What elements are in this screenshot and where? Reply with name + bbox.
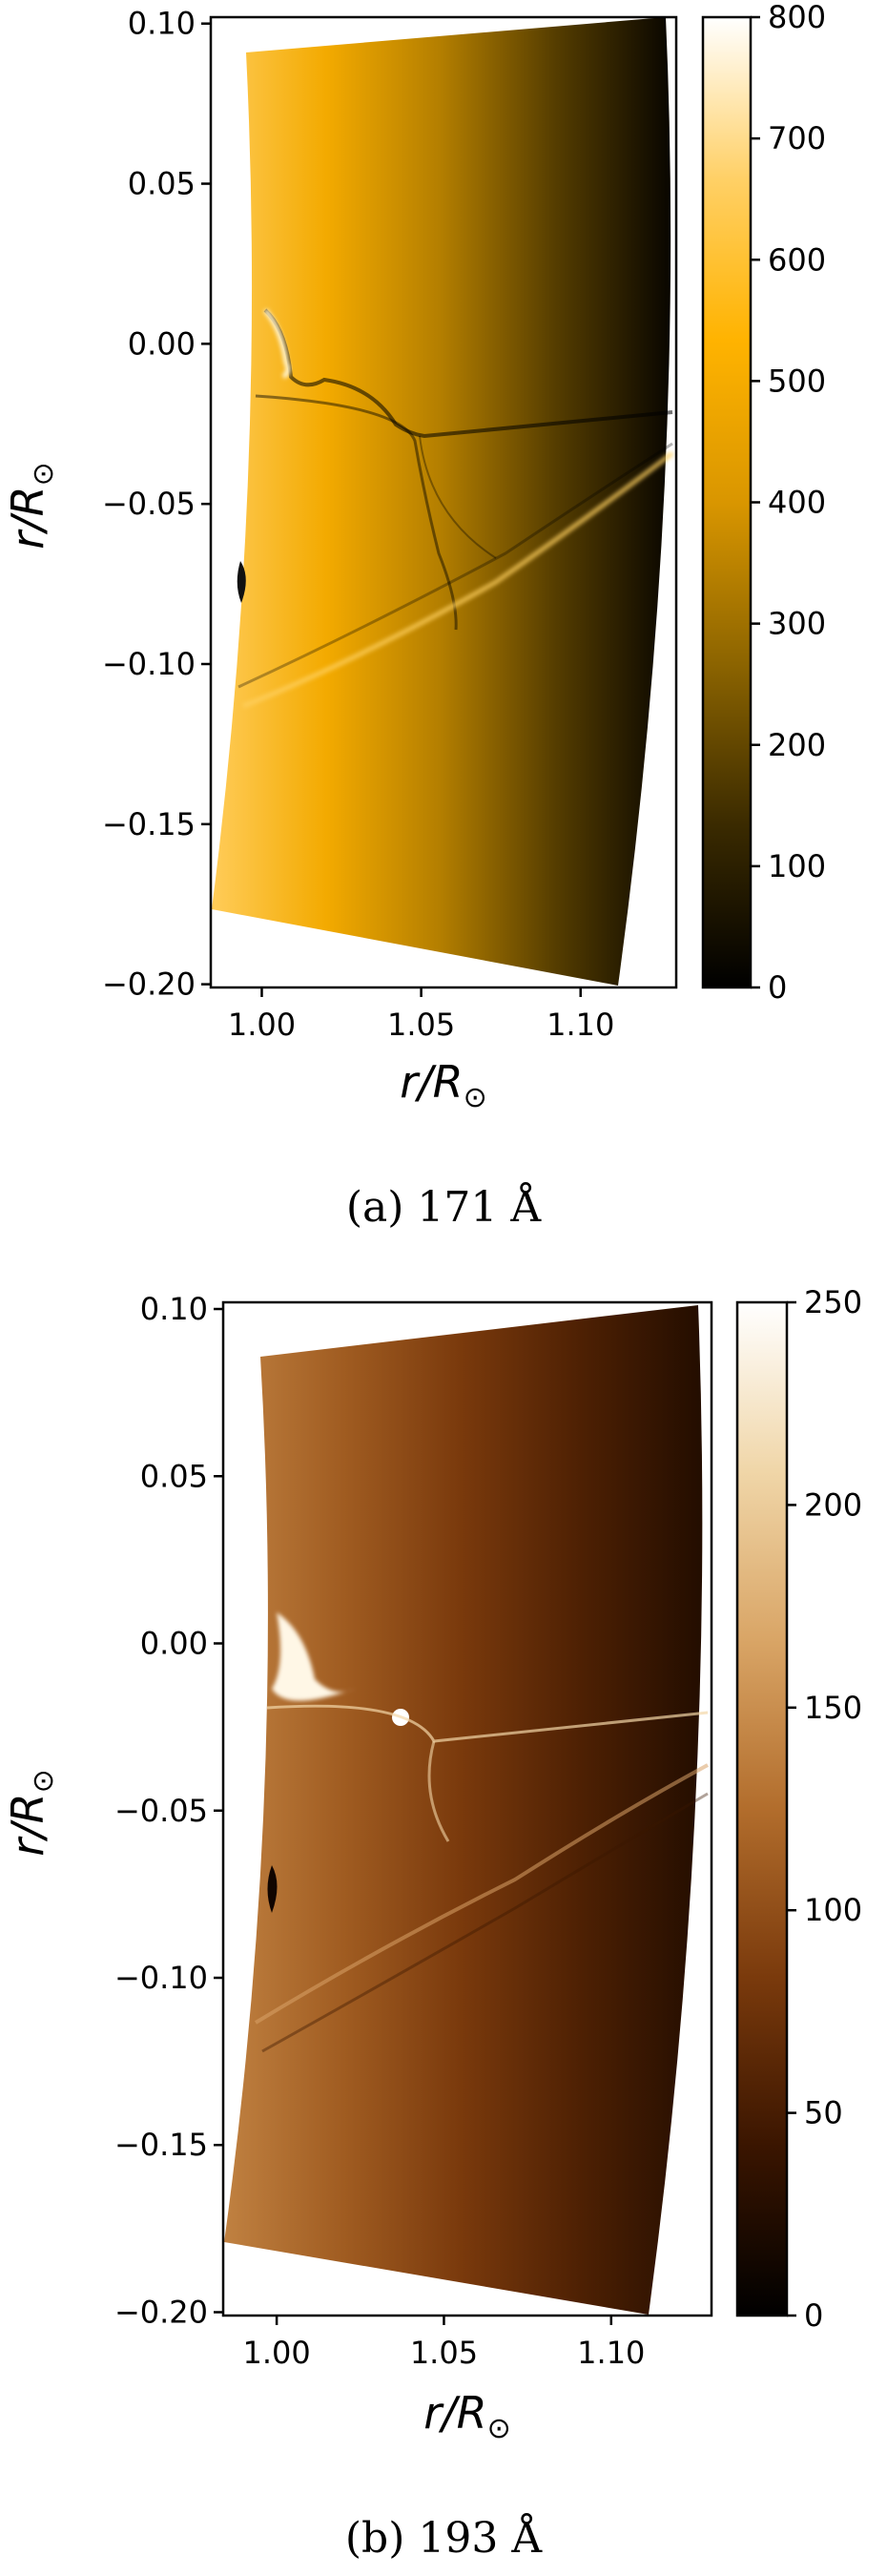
panel-b-y-tick-label: −0.20 xyxy=(114,2294,208,2330)
panel-b-arc-3 xyxy=(261,1792,709,2053)
panel-a-y-tick-label: 0.10 xyxy=(128,6,196,42)
panel-b-y-tick-label: 0.05 xyxy=(140,1458,208,1494)
panel-a-colorbar-tick-label: 400 xyxy=(768,485,826,521)
panel-b-arc-1 xyxy=(427,1740,450,1842)
panel-a-y-tick-label: 0.05 xyxy=(128,166,196,202)
panel-b-y-label-r: r/R xyxy=(2,1793,53,1856)
panel-b-dark-blob xyxy=(267,1865,278,1913)
panel-a-image xyxy=(212,17,674,986)
panel-b-colorbar-tick-label: 150 xyxy=(804,1690,862,1726)
panel-a-y-label-r: r/R xyxy=(2,486,53,549)
panel-a-y-tick-label: 0.00 xyxy=(128,325,196,362)
panel-a-colorbar-tick-label: 800 xyxy=(768,0,826,35)
panel-b: 0.100.050.00−0.05−0.10−0.15−0.20 1.00 1.0… xyxy=(2,1284,862,2563)
panel-b-y-tick-label: 0.10 xyxy=(140,1291,208,1327)
panel-b-colorbar-tick-label: 200 xyxy=(804,1486,862,1523)
panel-b-colorbar-fill xyxy=(737,1302,787,2316)
panel-b-axes-frame xyxy=(221,1300,713,2317)
panel-b-x-label-sun: ⊙ xyxy=(487,2412,511,2445)
panel-b-colorbar-tick-label: 50 xyxy=(804,2095,843,2131)
panel-a-colorbar-tick-label: 200 xyxy=(768,727,826,763)
panel-b-loop xyxy=(266,1704,709,1743)
panel-a-y-label: r/R⊙ xyxy=(2,462,60,550)
panel-a-arc-3 xyxy=(237,442,673,689)
panel-a-colorbar-tick-label: 100 xyxy=(768,848,826,884)
panel-a-colorbar-ticks: 0 100 200 300 400 500 600 700 800 xyxy=(751,0,826,1006)
panel-a-colorbar-tick-label: 600 xyxy=(768,241,826,278)
panel-a-x-ticks: 1.00 1.05 1.10 xyxy=(228,987,614,1043)
panel-b-colorbar-frame xyxy=(735,1300,789,2317)
panel-a-field-of-view xyxy=(212,17,671,986)
panel-a-arc-2 xyxy=(242,451,674,709)
panel-b-field-of-view xyxy=(224,1305,703,2315)
panel-a-caption: (a) 171 Å xyxy=(346,1181,543,1232)
panel-b-y-ticks: 0.10 0.05 0.00 −0.05 −0.10 −0.15 −0.20 xyxy=(114,1291,223,2330)
panel-a: 0.100.050.00−0.05−0.10−0.15−0.20 1.00 1.0… xyxy=(2,0,826,1232)
panel-b-x-tick-label: 1.00 xyxy=(242,2335,310,2371)
panel-a-y-tick-label: −0.05 xyxy=(102,486,196,522)
panel-b-y-label: r/R⊙ xyxy=(2,1769,60,1857)
panel-a-x-tick-label: 1.00 xyxy=(228,1007,296,1043)
panel-a-colorbar: 0 100 200 300 400 500 600 700 800 xyxy=(701,0,826,1006)
panel-b-x-ticks: 1.00 1.05 1.10 xyxy=(242,2316,645,2371)
panel-b-x-tick-label: 1.05 xyxy=(410,2335,478,2371)
panel-a-dark-blob xyxy=(237,561,246,603)
panel-a-colorbar-tick-label: 0 xyxy=(768,969,787,1006)
panel-a-x-label-sun: ⊙ xyxy=(464,1081,487,1114)
panel-a-x-tick-label: 1.05 xyxy=(387,1007,455,1043)
panel-b-y-tick-label: −0.10 xyxy=(114,1960,208,1996)
panel-b-colorbar: 0 50 100 150 200 250 xyxy=(735,1284,862,2334)
panel-b-y-tick-label: 0.00 xyxy=(140,1626,208,1662)
panel-a-x-tick-label: 1.10 xyxy=(547,1007,614,1043)
panel-b-image xyxy=(224,1305,709,2315)
panel-b-colorbar-tick-label: 100 xyxy=(804,1892,862,1928)
panel-a-bright-spot xyxy=(263,308,291,380)
panel-a-upper-loop xyxy=(263,308,673,439)
panel-a-colorbar-fill xyxy=(703,17,751,987)
panel-a-colorbar-tick-label: 300 xyxy=(768,606,826,642)
panel-b-colorbar-tick-label: 0 xyxy=(804,2297,823,2334)
panel-a-x-label: r/R⊙ xyxy=(400,1056,487,1114)
panel-a-arc-4 xyxy=(419,435,497,559)
panel-b-x-label-r: r/R xyxy=(423,2387,486,2439)
panel-b-x-label: r/R⊙ xyxy=(423,2387,511,2445)
panel-b-bright-feature xyxy=(272,1612,355,1701)
panel-b-y-tick-label: −0.05 xyxy=(114,1793,208,1829)
panel-b-colorbar-tick-label: 250 xyxy=(804,1284,862,1320)
panel-a-x-label-r: r/R xyxy=(400,1056,463,1108)
panel-a-y-label-sun: ⊙ xyxy=(27,462,60,486)
panel-a-y-tick-label: −0.10 xyxy=(102,646,196,682)
panel-b-y-label-sun: ⊙ xyxy=(27,1769,60,1793)
panel-a-colorbar-tick-label: 500 xyxy=(768,363,826,399)
panel-b-colorbar-ticks: 0 50 100 150 200 250 xyxy=(787,1284,862,2334)
panel-a-colorbar-tick-label: 700 xyxy=(768,120,826,156)
panel-b-x-tick-label: 1.10 xyxy=(577,2335,645,2371)
panel-b-arc-2 xyxy=(254,1763,709,2025)
panel-b-y-tick-label: −0.15 xyxy=(114,2127,208,2163)
panel-a-arc-1 xyxy=(255,394,458,631)
panel-a-axes-frame xyxy=(209,15,678,989)
panel-a-y-ticks: 0.10 0.05 0.00 −0.05 −0.10 −0.15 −0.20 xyxy=(102,6,211,1003)
panel-b-caption: (b) 193 Å xyxy=(345,2512,543,2563)
panel-a-y-tick-label: −0.20 xyxy=(102,966,196,1003)
panel-a-y-tick-label: −0.15 xyxy=(102,806,196,842)
